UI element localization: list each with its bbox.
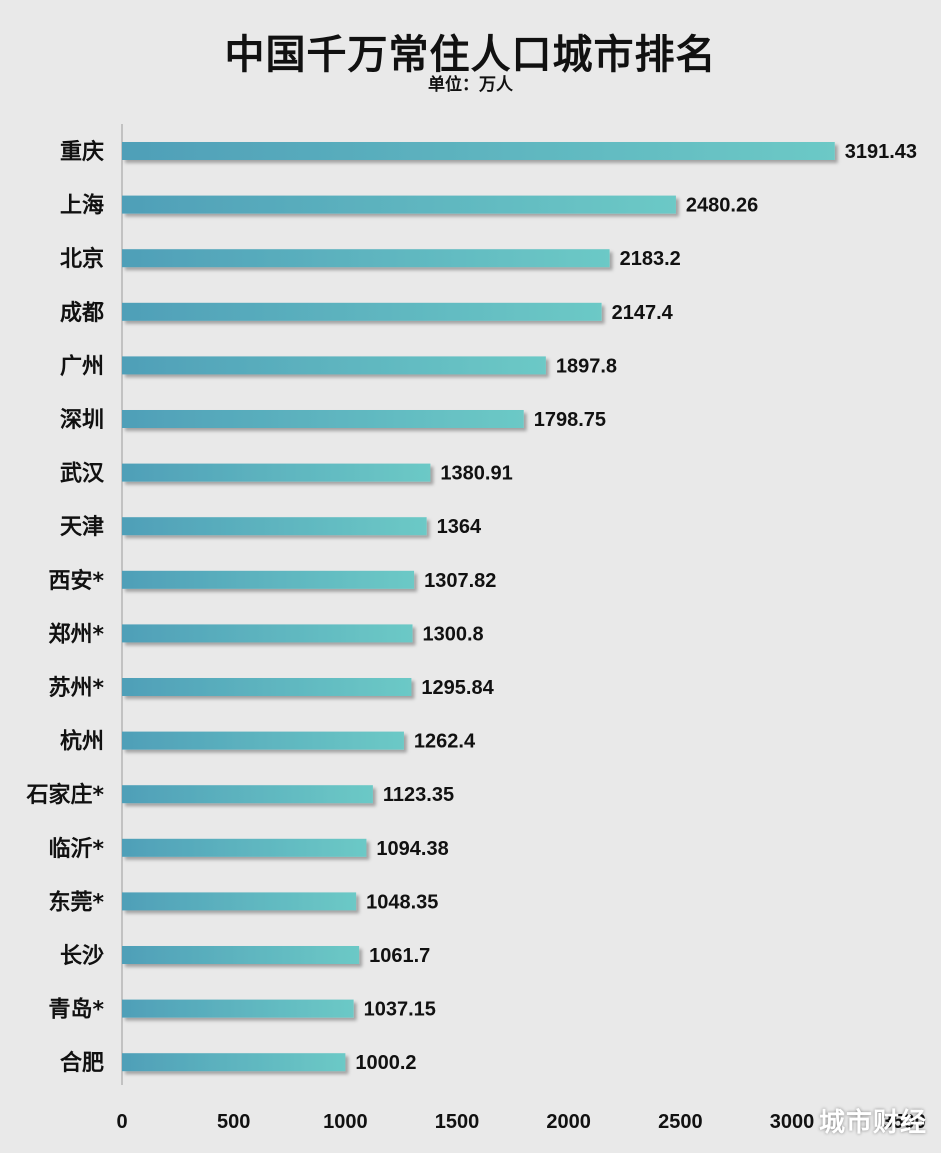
x-tick-label: 3000	[770, 1111, 815, 1133]
watermark: 城市财经	[818, 1108, 927, 1138]
category-label: 青岛*	[48, 997, 104, 1023]
x-tick-label: 3500	[881, 1111, 926, 1133]
category-label: 西安*	[48, 568, 104, 594]
x-tick-label: 1000	[323, 1111, 368, 1133]
category-label: 郑州*	[48, 622, 104, 647]
bar	[122, 463, 431, 482]
category-label: 石家庄*	[25, 782, 104, 808]
value-label: 1262.4	[414, 731, 476, 753]
x-tick-label: 2500	[658, 1111, 703, 1133]
bar	[122, 302, 602, 321]
bar	[122, 785, 373, 804]
x-tick-label: 2000	[546, 1111, 591, 1133]
value-label: 2147.4	[612, 302, 674, 324]
value-label: 2480.26	[686, 195, 758, 217]
bar	[122, 678, 412, 696]
category-label: 广州	[60, 353, 104, 379]
bar	[122, 1053, 346, 1072]
category-label: 成都	[60, 301, 104, 326]
bars-group: 重庆 3191.43 上海 2480.26 北京 2183.2 成都 2147.4 广州 1897…	[25, 139, 917, 1076]
bar	[122, 195, 676, 214]
chart-subtitle: 单位：万人	[428, 75, 513, 95]
value-label: 1798.75	[534, 409, 606, 431]
x-tick-label: 500	[217, 1111, 250, 1133]
value-label: 1300.8	[423, 623, 484, 645]
value-label: 1037.15	[364, 999, 436, 1021]
bar	[122, 892, 357, 911]
x-tick-label: 0	[116, 1111, 127, 1133]
bar	[122, 142, 835, 160]
value-label: 1061.7	[369, 945, 430, 967]
bar	[122, 838, 367, 857]
value-label: 1123.35	[383, 784, 454, 806]
value-label: 1380.91	[440, 463, 512, 485]
category-label: 长沙	[60, 944, 104, 969]
value-label: 1295.84	[421, 677, 494, 699]
value-label: 3191.43	[845, 141, 917, 163]
category-label: 北京	[60, 246, 104, 272]
category-label: 武汉	[60, 462, 105, 487]
category-label: 苏州*	[48, 675, 104, 701]
bar	[122, 946, 360, 964]
category-label: 深圳	[60, 408, 104, 433]
category-label: 杭州	[60, 729, 104, 755]
value-label: 2183.2	[620, 248, 681, 270]
value-label: 1000.2	[355, 1052, 416, 1074]
value-label: 1897.8	[556, 355, 617, 377]
chart-title: 中国千万常住人口城市排名	[224, 32, 717, 78]
category-label: 重庆	[60, 139, 104, 165]
bar	[122, 731, 404, 750]
value-label: 1094.38	[376, 838, 448, 860]
category-label: 上海	[60, 193, 104, 219]
category-label: 临沂*	[48, 836, 104, 862]
category-label: 天津	[60, 514, 104, 540]
x-tick-label: 1500	[435, 1111, 480, 1133]
bar	[122, 410, 524, 428]
value-label: 1048.35	[366, 891, 438, 913]
bar	[122, 999, 354, 1018]
value-label: 1364	[437, 516, 482, 538]
bar	[122, 624, 413, 643]
bar	[122, 570, 415, 589]
x-axis-ticks: 0 500 1000 1500 2000 2500 3000 3500	[116, 1111, 925, 1133]
bar	[122, 249, 610, 268]
value-label: 1307.82	[424, 570, 496, 592]
bar	[122, 517, 427, 536]
category-label: 合肥	[60, 1050, 104, 1076]
category-label: 东莞*	[48, 889, 104, 915]
bar	[122, 356, 546, 375]
